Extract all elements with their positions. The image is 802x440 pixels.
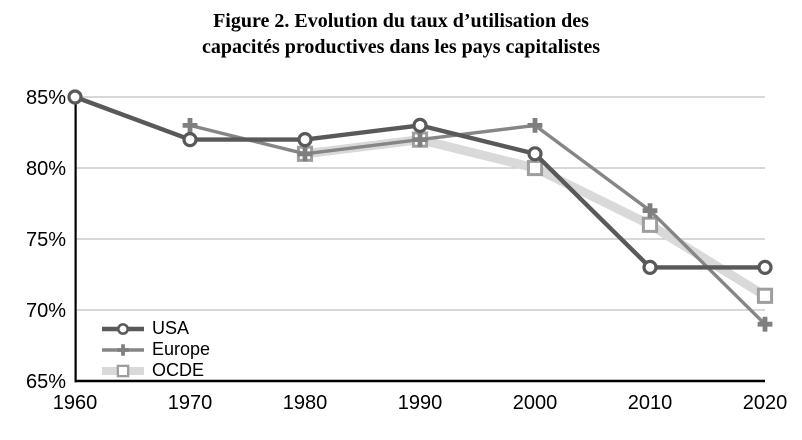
series-marker-usa bbox=[297, 132, 313, 148]
y-tick-label-70: 70% bbox=[26, 300, 66, 322]
legend-item-ocde: OCDE bbox=[101, 360, 210, 381]
series-marker-usa bbox=[642, 259, 658, 275]
x-tick-label-2020: 2020 bbox=[743, 392, 788, 414]
series-marker-europe bbox=[642, 203, 658, 218]
chart-title-line-2: capacités productives dans les pays capi… bbox=[202, 36, 600, 58]
series-marker-usa bbox=[757, 259, 773, 275]
series-marker-europe bbox=[757, 316, 773, 332]
chart-title: Figure 2. Evolution du taux d’utilisatio… bbox=[0, 8, 802, 60]
y-tick-label-75: 75% bbox=[26, 229, 66, 251]
legend-label-europe: Europe bbox=[152, 339, 211, 359]
legend-label-ocde: OCDE bbox=[152, 360, 205, 380]
legend-label-usa: USA bbox=[152, 318, 190, 338]
legend-item-europe: Europe bbox=[101, 339, 210, 360]
series-marker-ocde bbox=[641, 216, 659, 233]
x-tick-label-2000: 2000 bbox=[513, 392, 558, 414]
x-tick-label-1990: 1990 bbox=[398, 392, 443, 414]
series-marker-usa bbox=[527, 146, 543, 162]
series-marker-europe bbox=[527, 118, 543, 133]
chart-title-line-1: Figure 2. Evolution du taux d’utilisatio… bbox=[213, 10, 589, 32]
series-marker-usa bbox=[182, 132, 198, 148]
europe-line-plus-marker-sample bbox=[102, 343, 144, 356]
x-tick-label-2010: 2010 bbox=[628, 392, 673, 414]
ocde-line-square-marker-sample bbox=[102, 364, 144, 377]
y-tick-label-65: 65% bbox=[26, 371, 66, 393]
y-tick-label-85: 85% bbox=[26, 87, 66, 109]
series-line-europe bbox=[189, 123, 767, 326]
series-marker-europe bbox=[182, 118, 198, 133]
usa-line-circle-marker-sample bbox=[102, 322, 144, 335]
chart-legend: USA Europe OCDE bbox=[101, 318, 210, 381]
y-tick-label-80: 80% bbox=[26, 158, 66, 180]
series-marker-usa bbox=[67, 89, 83, 105]
legend-item-usa: USA bbox=[101, 318, 210, 339]
series-marker-usa bbox=[412, 117, 428, 134]
legend-sample-marker-usa bbox=[117, 322, 129, 335]
x-tick-label-1970: 1970 bbox=[168, 392, 213, 414]
legend-sample-marker-ocde bbox=[116, 364, 130, 377]
series-marker-europe bbox=[297, 146, 313, 162]
series-marker-ocde bbox=[756, 287, 774, 304]
x-tick-label-1960: 1960 bbox=[53, 392, 98, 414]
legend-sample-marker-europe bbox=[117, 343, 129, 356]
x-tick-label-1980: 1980 bbox=[283, 392, 328, 414]
series-marker-europe bbox=[412, 132, 428, 147]
series-marker-ocde bbox=[526, 159, 544, 177]
